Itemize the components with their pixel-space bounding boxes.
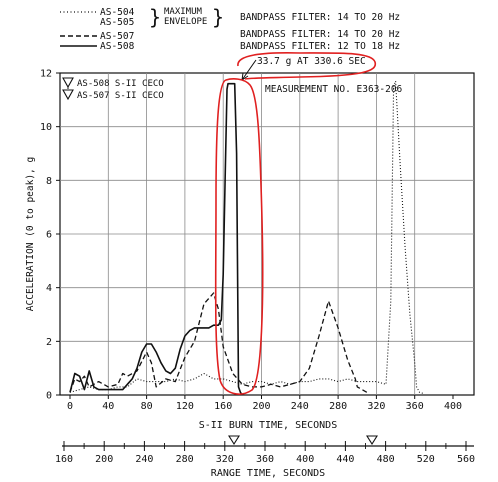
range-tick-label: 560 (457, 454, 475, 465)
range-tick-label: 480 (377, 454, 395, 465)
x-axis-title: S-II BURN TIME, SECONDS (199, 420, 337, 431)
series-line-as-507 (69, 292, 368, 393)
x-tick-label: 160 (214, 401, 232, 412)
x-tick-label: 200 (252, 401, 270, 412)
range-time-axis: 160 200 240 280 320 360 400 440 480 520 560 RANGE … (55, 435, 475, 479)
series-layer (69, 80, 425, 396)
series-line-as-508 (69, 82, 243, 396)
x-tick-label: 120 (176, 401, 194, 412)
x-tick-label: 400 (444, 401, 462, 412)
range-tick-label: 240 (135, 454, 153, 465)
ceco-marker-as507-legend (62, 89, 74, 101)
range-tick-label: 280 (176, 454, 194, 465)
y-tick-label: 8 (46, 176, 52, 187)
range-tick-label: 320 (216, 454, 234, 465)
peak-callout-arrow (241, 59, 257, 81)
x-tick-label: 80 (141, 401, 153, 412)
range-tick-label: 440 (336, 454, 354, 465)
ceco-label-as508: AS-508 S-II CECO (77, 79, 164, 89)
ceco-marker-as508-legend (62, 77, 74, 89)
y-tick-label: 2 (46, 337, 52, 348)
series-line-as-504-as-505 (69, 80, 425, 395)
legend-label-as504: AS-504 (100, 7, 135, 18)
ceco-label-as507: AS-507 S-II CECO (77, 91, 164, 101)
x-tick-label: 240 (291, 401, 309, 412)
legend-label-as507: AS-507 (100, 31, 134, 42)
x-tick-label: 320 (367, 401, 385, 412)
legend-brace: } (149, 5, 161, 29)
grid (60, 73, 474, 395)
range-tick-label: 400 (296, 454, 314, 465)
range-tick-label: 200 (95, 454, 113, 465)
range-tick-label: 360 (256, 454, 274, 465)
y-axis-ticks: 0 2 4 6 8 10 12 (40, 69, 60, 402)
range-axis-ticks: 160 200 240 280 320 360 400 440 480 520 560 (55, 441, 475, 465)
peak-callout: 33.7 g AT 330.6 SEC (257, 56, 366, 67)
x-tick-label: 40 (102, 401, 114, 412)
range-axis-title: RANGE TIME, SECONDS (211, 468, 325, 479)
x-axis-ticks: 0 40 80 120 160 200 240 280 320 360 400 (67, 395, 462, 412)
legend-filter-as508: BANDPASS FILTER: 12 TO 18 Hz (240, 41, 400, 52)
range-ceco-marker-as508 (228, 435, 240, 446)
legend: AS-504 AS-505 } MAXIMUM ENVELOPE } AS-50… (60, 5, 400, 52)
event-marker-legend: AS-508 S-II CECO AS-507 S-II CECO (62, 77, 164, 101)
measurement-annotation: MEASUREMENT NO. E363-206 (265, 84, 403, 95)
legend-brace-note-line2: ENVELOPE (164, 17, 207, 27)
y-tick-label: 0 (46, 391, 52, 402)
legend-brace-close: } (212, 5, 224, 29)
range-tick-label: 520 (417, 454, 435, 465)
highlight-box-peak (214, 78, 264, 395)
y-tick-label: 4 (46, 283, 52, 294)
highlight-box-callout (237, 52, 377, 80)
legend-label-as505: AS-505 (100, 17, 134, 28)
y-tick-label: 12 (40, 69, 52, 80)
y-tick-label: 10 (40, 122, 52, 133)
x-tick-label: 0 (67, 401, 73, 412)
legend-filter-as504: BANDPASS FILTER: 14 TO 20 Hz (240, 12, 400, 23)
legend-label-as508: AS-508 (100, 41, 135, 52)
range-tick-label: 160 (55, 454, 73, 465)
legend-filter-as507: BANDPASS FILTER: 14 TO 20 Hz (240, 29, 400, 40)
range-ceco-marker-as507 (366, 435, 378, 446)
y-tick-label: 6 (46, 230, 52, 241)
x-tick-label: 360 (406, 401, 424, 412)
x-tick-label: 280 (329, 401, 347, 412)
y-axis-title: ACCELERATION (0 to peak), g (25, 157, 36, 311)
legend-brace-note-line1: MAXIMUM (164, 7, 203, 17)
